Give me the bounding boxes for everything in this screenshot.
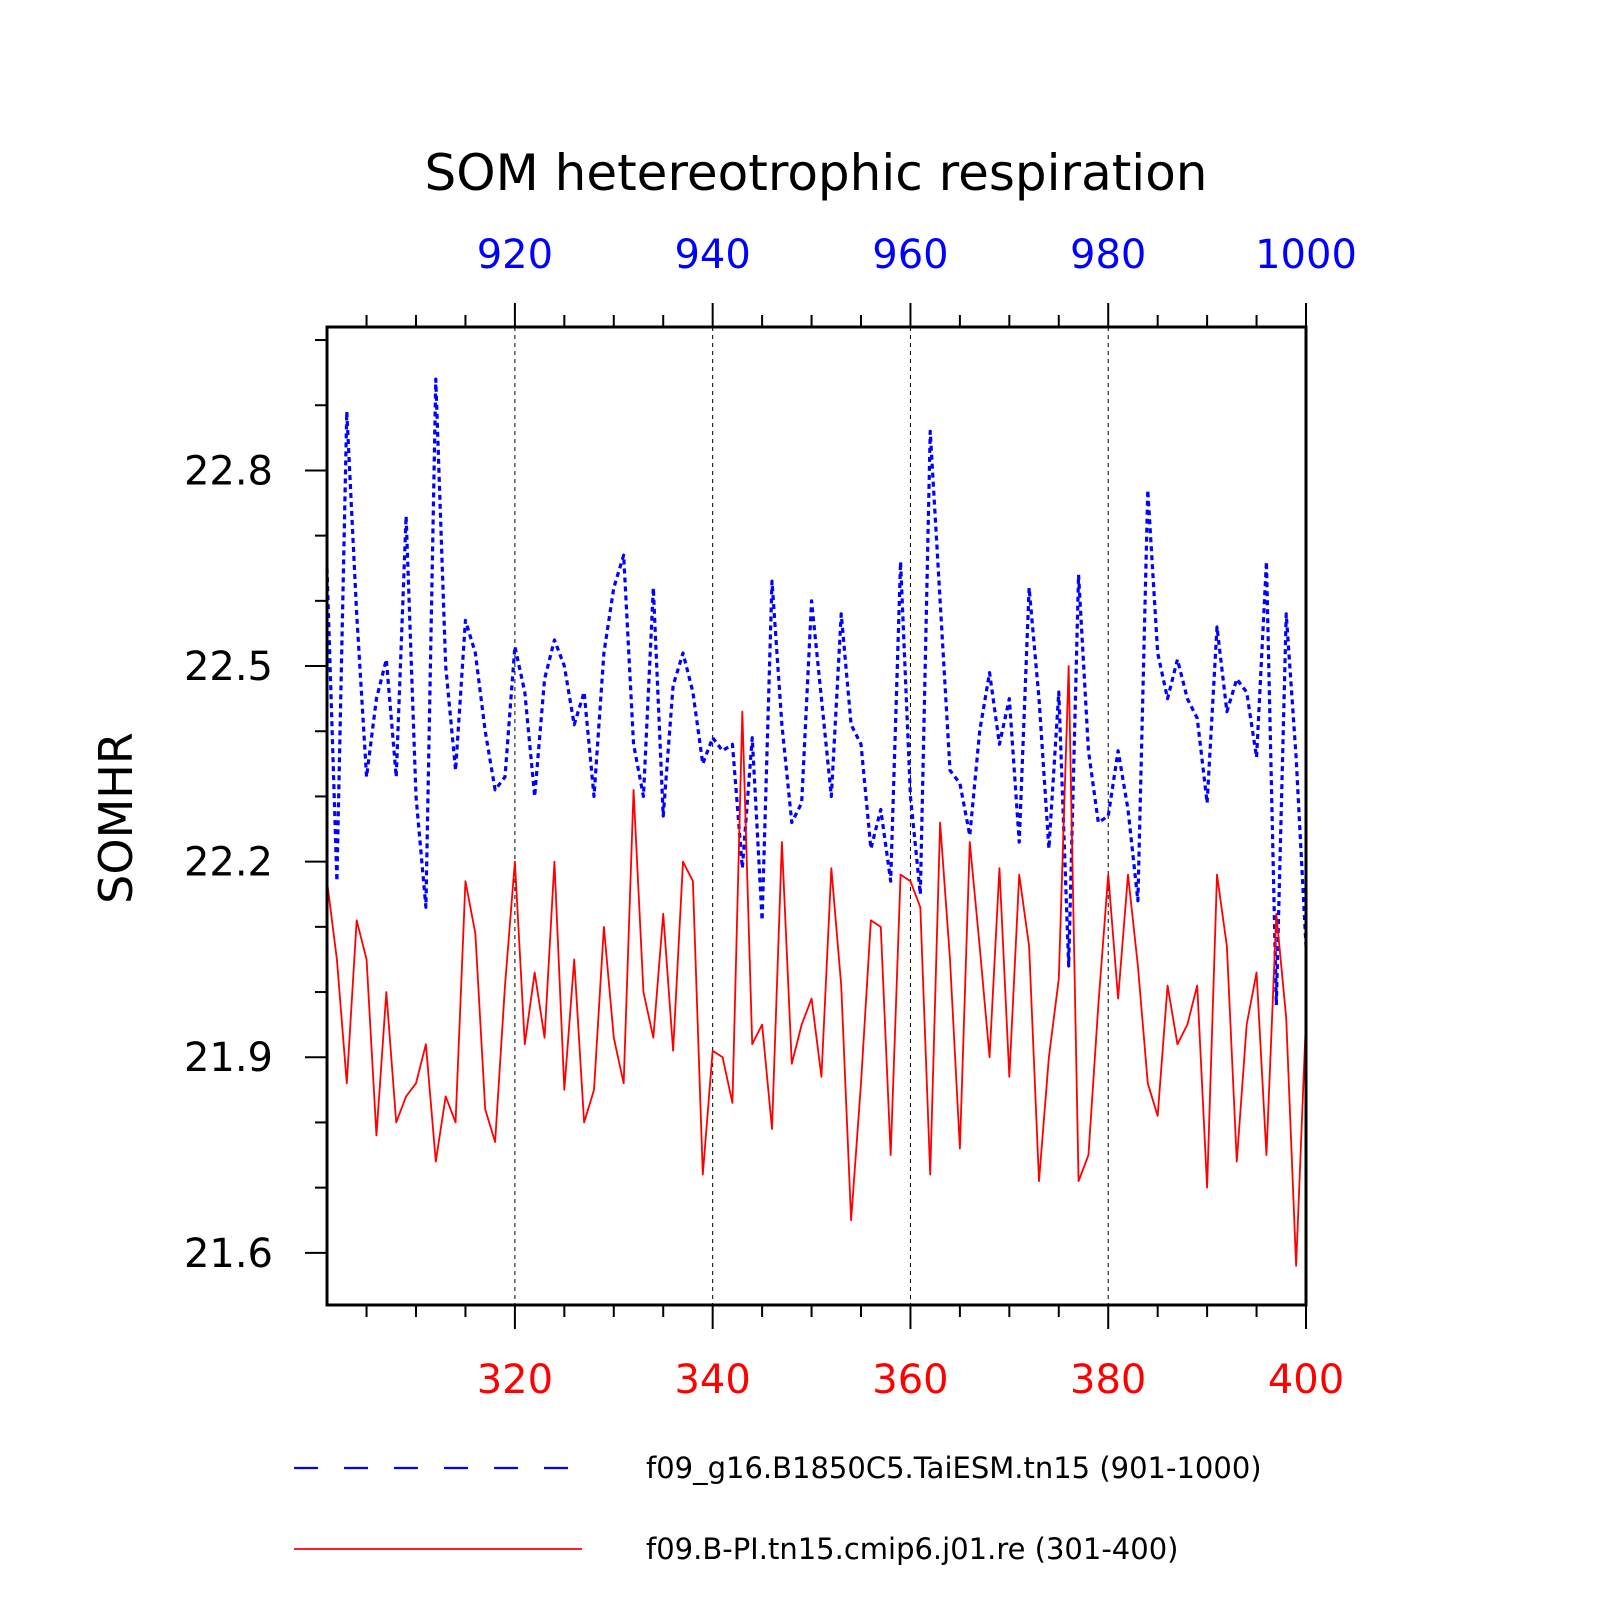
legend: f09_g16.B1850C5.TaiESM.tn15 (901-1000) f0… [294, 1451, 1262, 1566]
y-tick-label: 21.6 [184, 1231, 273, 1277]
top-x-tick-label: 980 [1070, 232, 1146, 278]
y-tick-label: 22.8 [184, 448, 273, 494]
y-tick-label: 22.5 [184, 644, 273, 690]
legend-label-top: f09_g16.B1850C5.TaiESM.tn15 (901-1000) [646, 1451, 1262, 1485]
grid-lines [514, 327, 1109, 1305]
series-line-bottom [326, 665, 1307, 1267]
bottom-x-tick-label: 400 [1268, 1357, 1344, 1403]
top-x-tick-label: 940 [674, 232, 750, 278]
bottom-x-tick-label: 320 [477, 1357, 553, 1403]
plot-frame [325, 325, 1308, 1307]
top-x-tick-label: 1000 [1255, 232, 1357, 278]
bottom-x-tick-label: 380 [1070, 1357, 1146, 1403]
chart-title: SOM hetereotrophic respiration [425, 144, 1208, 202]
bottom-x-tick-label: 360 [872, 1357, 948, 1403]
top-x-tick-label: 920 [477, 232, 553, 278]
series-line-top [325, 377, 1308, 1007]
series-layer [325, 377, 1308, 1267]
top-x-tick-label: 960 [872, 232, 948, 278]
y-tick-label: 22.2 [184, 840, 273, 886]
axes: 21.6 21.9 22.2 22.5 22.8 920 940 960 980 1000 320 3… [184, 232, 1357, 1403]
y-tick-label: 21.9 [184, 1035, 273, 1081]
bottom-x-tick-label: 340 [674, 1357, 750, 1403]
y-axis-label: SOMHR [89, 732, 143, 904]
legend-label-bottom: f09.B-PI.tn15.cmip6.j01.re (301-400) [646, 1532, 1178, 1566]
